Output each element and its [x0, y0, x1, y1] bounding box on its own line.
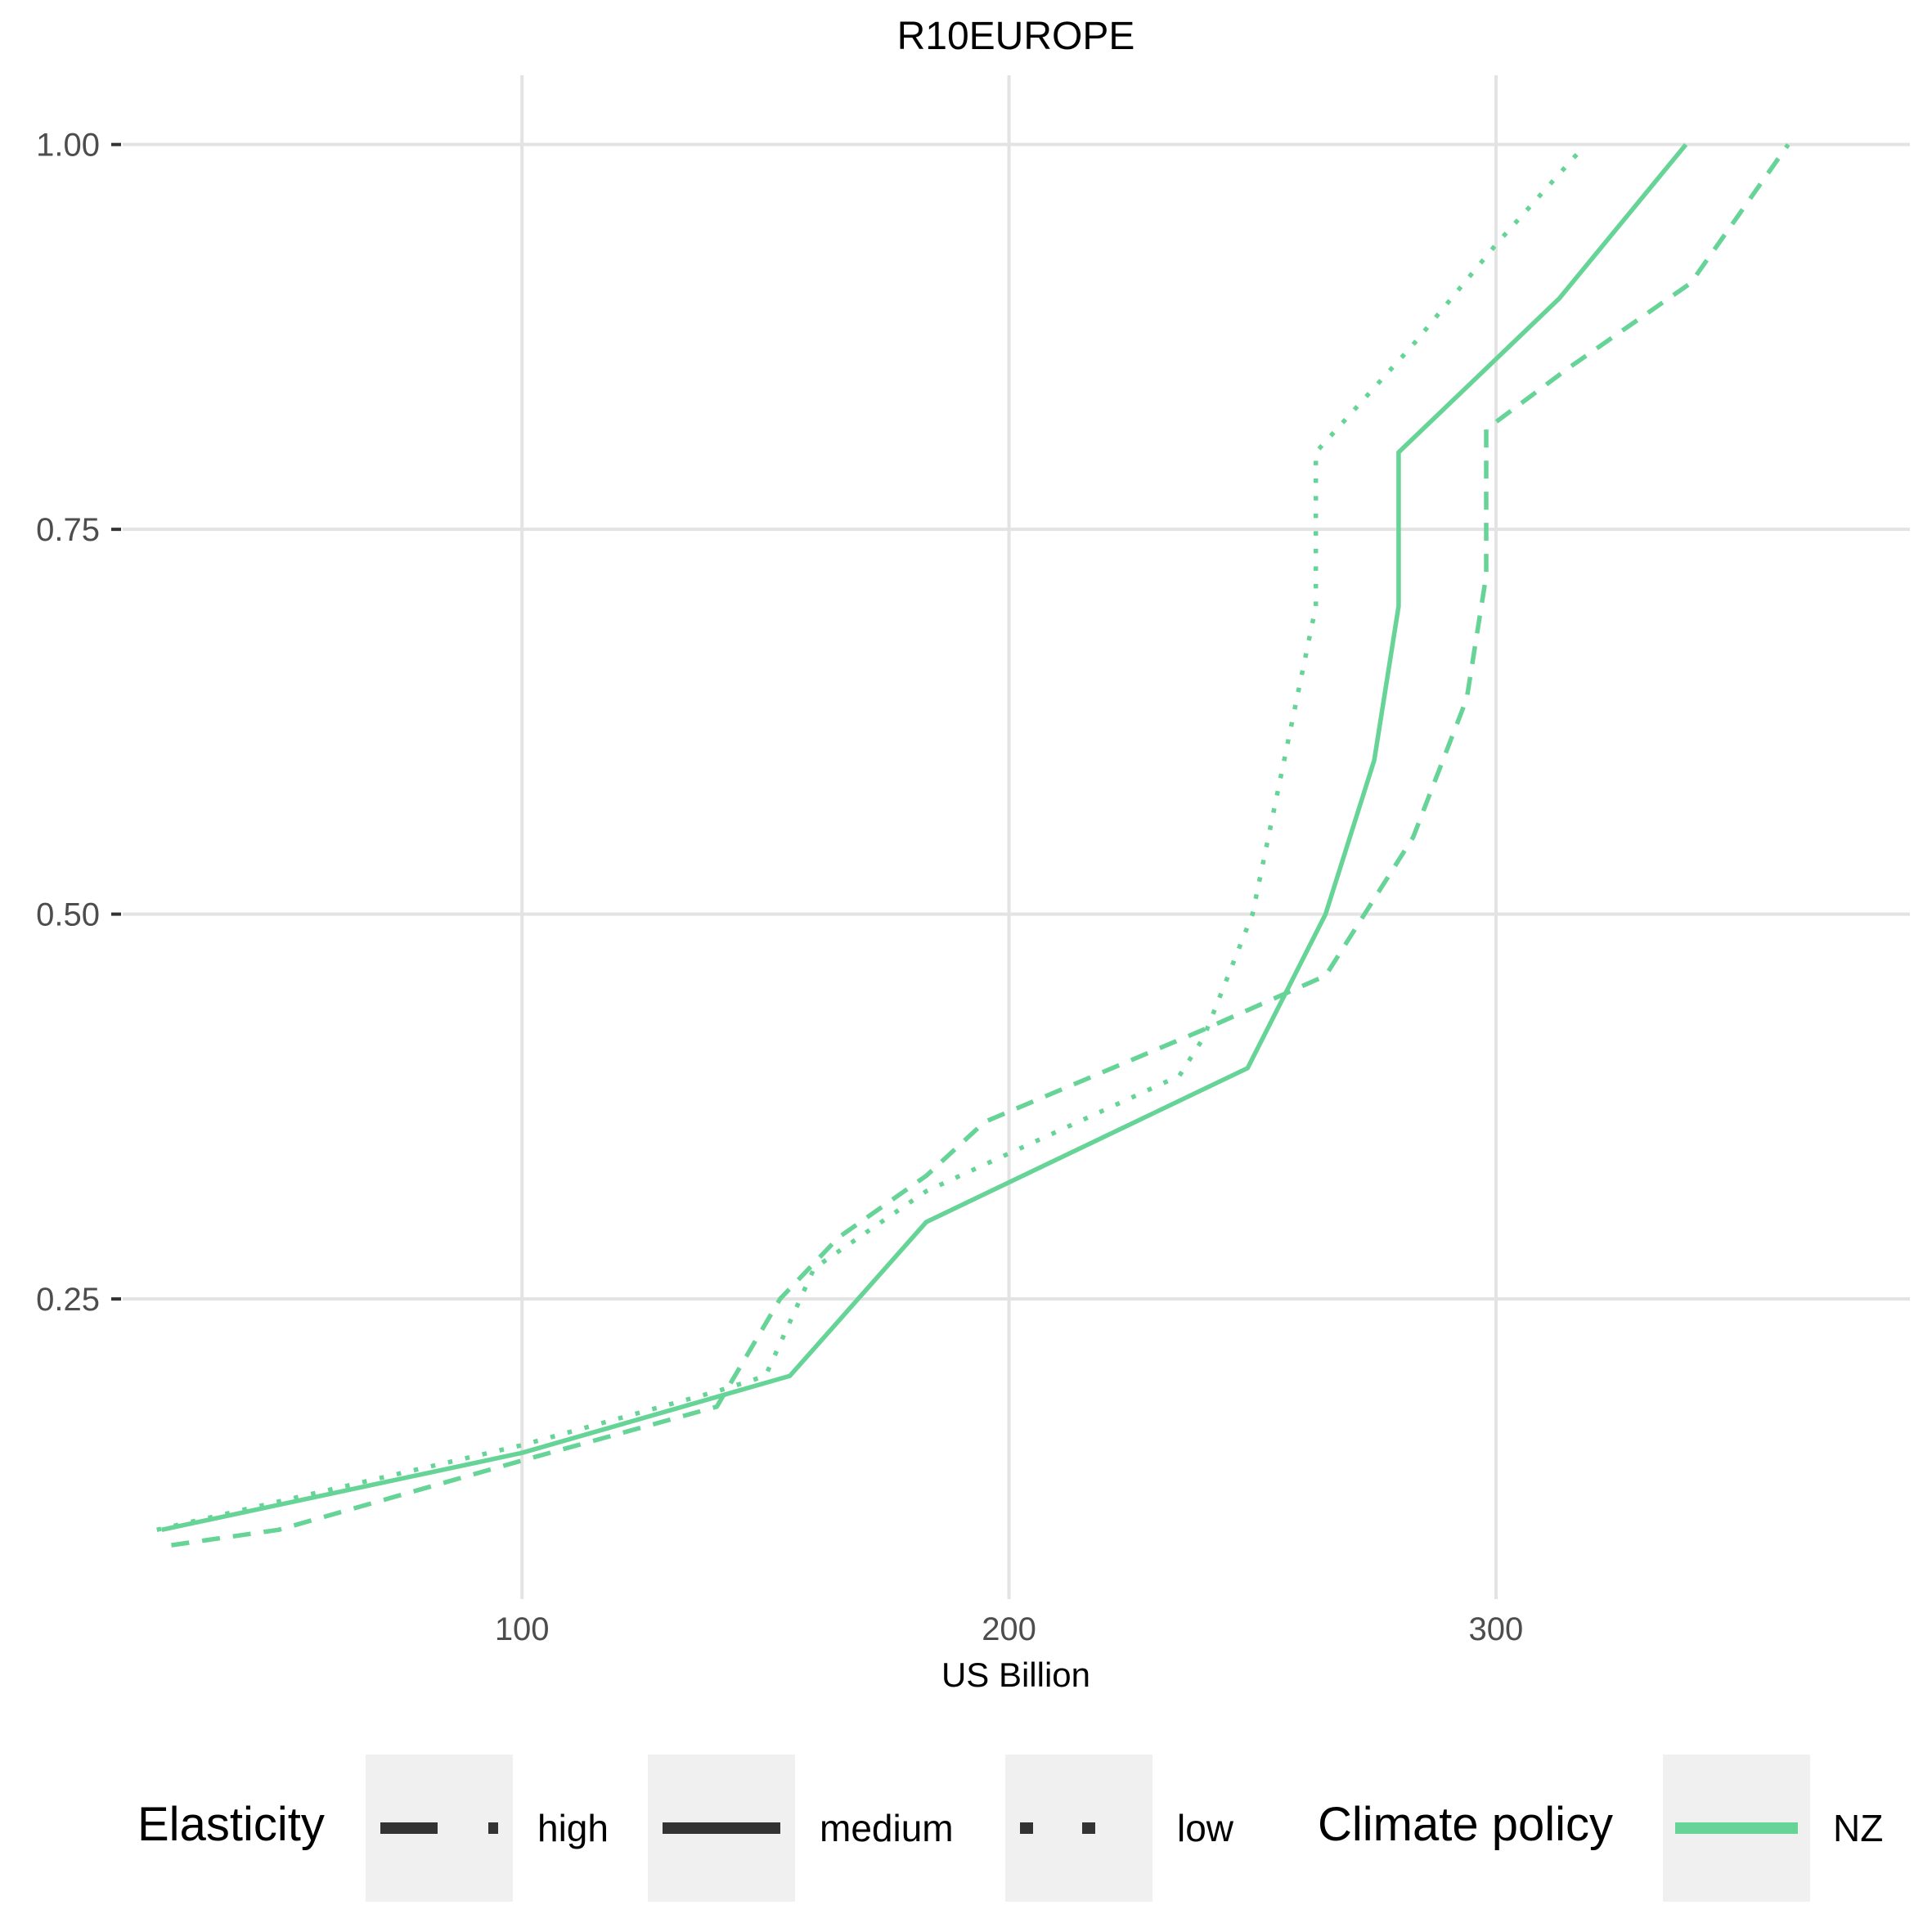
series-line-high: [171, 143, 1790, 1548]
x-tick-label: 300: [1469, 1611, 1524, 1647]
y-tick-label: 1.00: [36, 128, 100, 164]
legend-label-medium: medium: [820, 1807, 954, 1849]
legend: Elasticity high medium low Climate polic…: [137, 1755, 1883, 1902]
legend-label-high: high: [537, 1807, 609, 1849]
x-tick-label: 200: [982, 1611, 1036, 1647]
axis-ticks: 100 200 300 0.25 0.50 0.75 1.00: [36, 128, 1523, 1647]
series-line-medium: [161, 142, 1688, 1532]
y-tick-label: 0.75: [36, 512, 100, 548]
legend-label-nz: NZ: [1833, 1807, 1883, 1849]
legend-title-climate-policy: Climate policy: [1318, 1798, 1613, 1851]
x-gridlines: [520, 75, 1498, 1599]
y-tick-label: 0.50: [36, 897, 100, 933]
legend-label-low: low: [1177, 1807, 1234, 1849]
x-axis-title: US Billion: [941, 1656, 1090, 1694]
y-tick-label: 0.25: [36, 1282, 100, 1318]
series-lines: [156, 142, 1790, 1548]
y-gridlines: [123, 142, 1910, 1301]
chart-title: R10EUROPE: [897, 15, 1135, 58]
x-tick-label: 100: [495, 1611, 550, 1647]
legend-title-elasticity: Elasticity: [137, 1798, 325, 1851]
series-line-low: [156, 151, 1581, 1532]
